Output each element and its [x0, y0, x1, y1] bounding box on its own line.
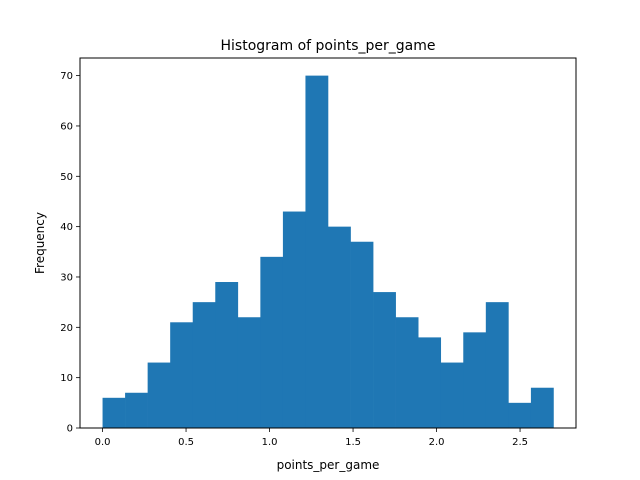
histogram-bar — [350, 241, 374, 428]
histogram-bar — [373, 292, 396, 428]
histogram-bar — [102, 397, 126, 428]
histogram-bar — [282, 211, 306, 428]
y-tick-label: 40 — [60, 222, 73, 233]
y-tick-label: 60 — [60, 121, 73, 132]
y-tick-label: 50 — [60, 172, 73, 183]
y-tick-label: 20 — [60, 323, 73, 334]
histogram-bar — [463, 332, 487, 428]
y-tick-label: 10 — [60, 373, 73, 384]
histogram-bar — [237, 317, 261, 428]
histogram-bar — [395, 317, 419, 428]
y-axis-ticks: 0 10 20 30 40 50 60 70 — [60, 71, 80, 435]
histogram-bar — [440, 362, 464, 428]
histogram-bar — [260, 256, 284, 428]
x-tick-label: 1.5 — [345, 437, 361, 448]
x-axis-ticks: 0.0 0.5 1.0 1.5 2.0 2.5 — [95, 428, 528, 448]
histogram-bar — [418, 337, 442, 428]
histogram-bar — [170, 322, 194, 428]
histogram-bar — [192, 302, 216, 428]
x-tick-label: 0.0 — [95, 437, 111, 448]
y-tick-label: 70 — [60, 71, 73, 82]
chart-title: Histogram of points_per_game — [221, 38, 436, 54]
x-tick-label: 2.0 — [429, 437, 445, 448]
y-axis-label: Frequency — [33, 212, 47, 274]
x-axis-label: points_per_game — [277, 458, 380, 472]
histogram-bar — [125, 392, 148, 428]
histogram-bar — [508, 402, 532, 428]
y-tick-label: 30 — [60, 272, 73, 283]
bars-group — [102, 75, 554, 429]
x-tick-label: 2.5 — [512, 437, 528, 448]
x-tick-label: 0.5 — [178, 437, 194, 448]
histogram-bar — [147, 362, 171, 428]
x-tick-label: 1.0 — [262, 437, 278, 448]
histogram-bar — [215, 282, 239, 428]
histogram-bar — [485, 302, 509, 428]
plot-frame — [79, 57, 577, 429]
histogram-bar — [328, 226, 351, 428]
y-tick-label: 0 — [67, 424, 73, 435]
histogram-bar — [530, 387, 554, 428]
histogram-bar — [305, 75, 329, 429]
